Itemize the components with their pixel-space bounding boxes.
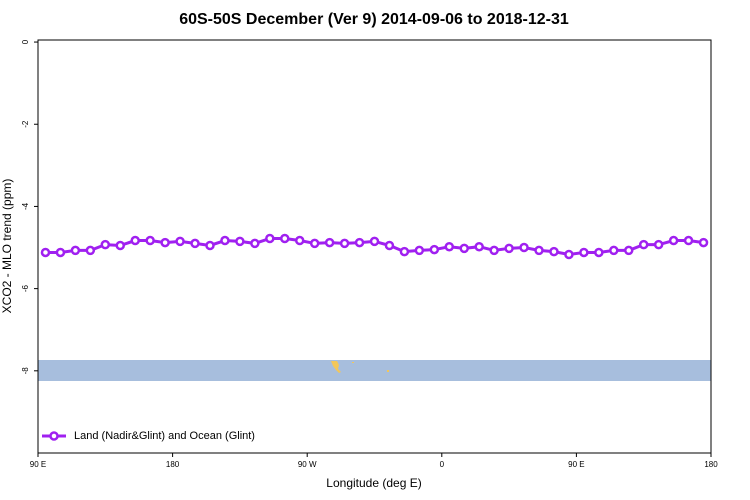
x-tick-label: 180 bbox=[704, 460, 718, 469]
point bbox=[235, 236, 245, 247]
x-tick-label: 90 W bbox=[298, 460, 317, 469]
point bbox=[609, 245, 619, 256]
y-tick-label: -6 bbox=[21, 285, 30, 293]
point bbox=[324, 237, 335, 248]
point bbox=[698, 237, 709, 248]
point bbox=[534, 245, 544, 256]
y-tick-label: -2 bbox=[21, 120, 30, 128]
point bbox=[429, 244, 440, 255]
point bbox=[40, 247, 51, 258]
point bbox=[683, 235, 694, 246]
point bbox=[354, 237, 365, 248]
point bbox=[459, 243, 469, 254]
map-strip bbox=[38, 360, 711, 381]
point bbox=[220, 235, 230, 246]
x-axis-label: Longitude (deg E) bbox=[326, 476, 421, 490]
point bbox=[579, 247, 589, 258]
plot-frame bbox=[37, 39, 712, 454]
y-tick-label: 0 bbox=[21, 39, 30, 44]
point bbox=[160, 237, 170, 248]
point bbox=[280, 233, 290, 244]
point bbox=[115, 240, 126, 251]
point bbox=[85, 245, 96, 256]
point bbox=[145, 235, 155, 246]
point bbox=[369, 236, 380, 247]
point bbox=[638, 239, 649, 250]
point bbox=[474, 241, 484, 252]
point bbox=[653, 239, 664, 250]
point bbox=[100, 239, 111, 250]
point bbox=[175, 236, 185, 247]
x-tick-label: 90 E bbox=[30, 460, 46, 469]
point bbox=[564, 249, 574, 260]
point bbox=[55, 247, 66, 258]
point bbox=[130, 235, 140, 246]
legend-marker bbox=[49, 431, 59, 441]
point bbox=[70, 245, 81, 256]
point bbox=[265, 233, 275, 244]
point bbox=[489, 245, 499, 256]
point bbox=[399, 246, 410, 257]
point bbox=[519, 242, 529, 253]
point bbox=[309, 238, 320, 249]
land-patch bbox=[352, 362, 354, 363]
point bbox=[190, 238, 200, 249]
point bbox=[414, 245, 425, 256]
point bbox=[504, 243, 514, 254]
point bbox=[339, 238, 350, 249]
y-tick-label: -4 bbox=[21, 202, 30, 210]
point bbox=[549, 246, 559, 257]
point bbox=[205, 240, 215, 251]
point bbox=[594, 247, 604, 258]
point bbox=[623, 245, 634, 256]
x-tick-label: 180 bbox=[166, 460, 180, 469]
point bbox=[250, 238, 260, 249]
y-tick-label: -8 bbox=[21, 367, 30, 375]
land-patch bbox=[331, 361, 341, 373]
y-axis-label: XCO2 - MLO trend (ppm) bbox=[0, 179, 14, 314]
x-tick-label: 0 bbox=[440, 460, 445, 469]
legend-label: Land (Nadir&Glint) and Ocean (Glint) bbox=[74, 430, 255, 442]
point bbox=[668, 235, 679, 246]
point bbox=[294, 235, 305, 246]
chart-title: 60S-50S December (Ver 9) 2014-09-06 to 2… bbox=[179, 11, 569, 28]
point bbox=[444, 241, 455, 252]
land-patch bbox=[387, 370, 389, 372]
point bbox=[384, 240, 395, 251]
x-tick-label: 90 E bbox=[568, 460, 584, 469]
